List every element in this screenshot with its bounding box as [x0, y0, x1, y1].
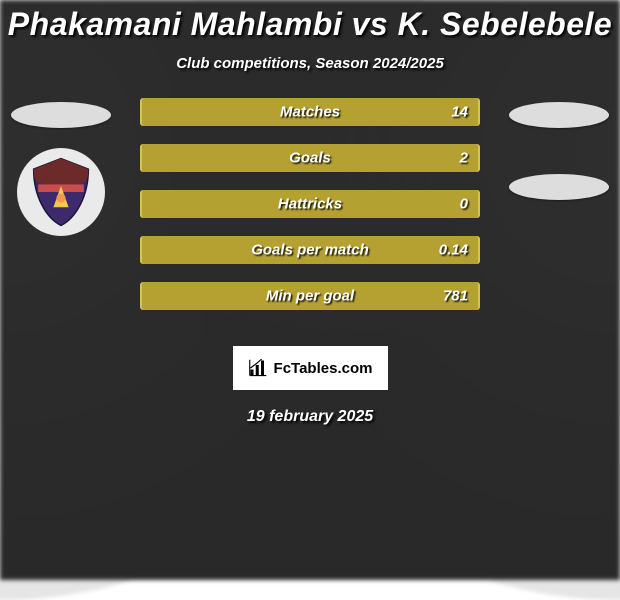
- date-label: 19 february 2025: [0, 408, 620, 426]
- stat-value: 781: [443, 288, 468, 305]
- club-crest-icon: [23, 154, 99, 230]
- page-title: Phakamani Mahlambi vs K. Sebelebele: [0, 6, 620, 43]
- comparison-area: Matches 14 Goals 2 Hattricks 0 Goals per…: [0, 98, 620, 328]
- stat-value: 0: [460, 196, 468, 213]
- stat-label: Goals: [289, 150, 331, 167]
- stat-label: Matches: [280, 104, 340, 121]
- stat-label: Hattricks: [278, 196, 342, 213]
- avatar-placeholder: [11, 102, 111, 128]
- stat-bar: Matches 14: [140, 98, 480, 126]
- stat-label: Min per goal: [266, 288, 354, 305]
- stat-bar: Min per goal 781: [140, 282, 480, 310]
- subtitle: Club competitions, Season 2024/2025: [0, 55, 620, 72]
- brand-text: FcTables.com: [274, 360, 373, 377]
- club-badge-left: [17, 148, 105, 236]
- stat-bar: Hattricks 0: [140, 190, 480, 218]
- avatar-placeholder: [509, 102, 609, 128]
- stat-bar: Goals 2: [140, 144, 480, 172]
- stat-value: 2: [460, 150, 468, 167]
- stat-label: Goals per match: [251, 242, 369, 259]
- stat-value: 0.14: [439, 242, 468, 259]
- club-badge-placeholder: [509, 174, 609, 200]
- stat-bar: Goals per match 0.14: [140, 236, 480, 264]
- stat-value: 14: [451, 104, 468, 121]
- bar-chart-icon: [248, 359, 268, 377]
- brand-badge[interactable]: FcTables.com: [233, 346, 388, 390]
- right-player-column: [504, 98, 614, 200]
- left-player-column: [6, 98, 116, 236]
- card: Phakamani Mahlambi vs K. Sebelebele Club…: [0, 0, 620, 580]
- stat-bars: Matches 14 Goals 2 Hattricks 0 Goals per…: [140, 98, 480, 310]
